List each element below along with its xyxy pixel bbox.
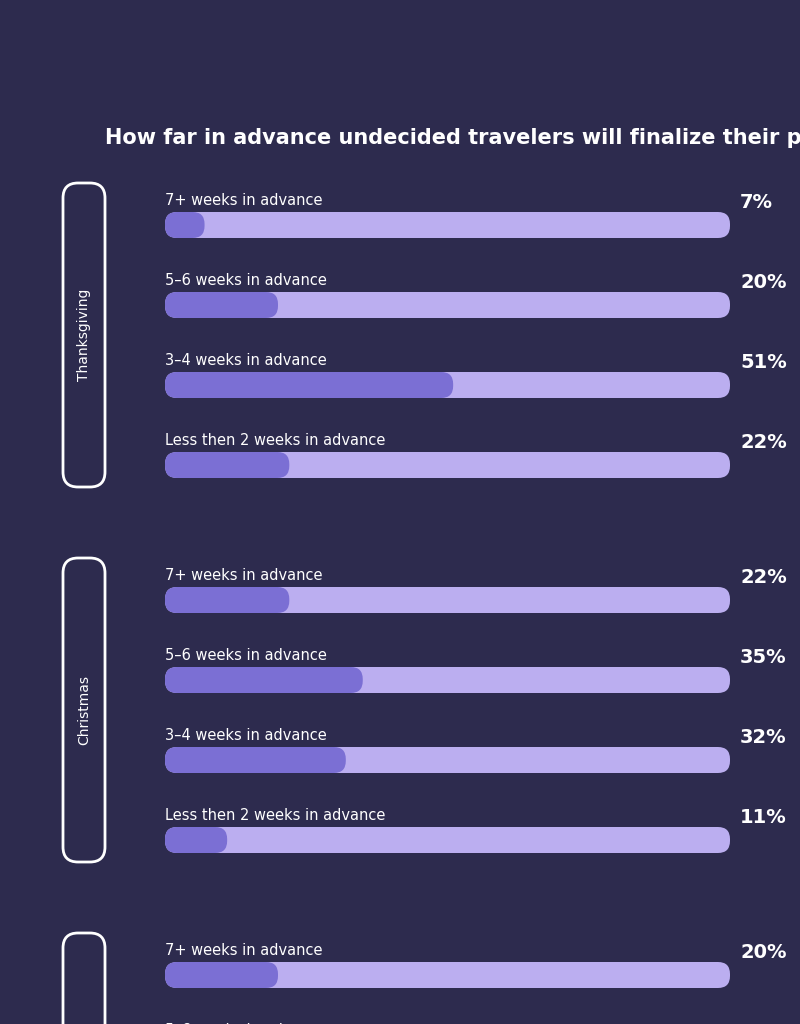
- FancyBboxPatch shape: [165, 452, 730, 478]
- Text: 3–4 weeks in advance: 3–4 weeks in advance: [165, 353, 326, 368]
- Text: 22%: 22%: [740, 568, 786, 587]
- Text: 3–4 weeks in advance: 3–4 weeks in advance: [165, 728, 326, 743]
- Text: Less then 2 weeks in advance: Less then 2 weeks in advance: [165, 808, 386, 823]
- FancyBboxPatch shape: [165, 587, 290, 613]
- FancyBboxPatch shape: [165, 827, 730, 853]
- Text: 11%: 11%: [740, 808, 786, 827]
- Text: How far in advance undecided travelers will finalize their plans: How far in advance undecided travelers w…: [105, 128, 800, 148]
- Text: 7+ weeks in advance: 7+ weeks in advance: [165, 943, 322, 958]
- FancyBboxPatch shape: [165, 452, 290, 478]
- FancyBboxPatch shape: [165, 746, 346, 773]
- FancyBboxPatch shape: [165, 962, 730, 988]
- FancyBboxPatch shape: [165, 827, 227, 853]
- Text: 35%: 35%: [740, 648, 786, 667]
- Text: 7+ weeks in advance: 7+ weeks in advance: [165, 193, 322, 208]
- Text: Christmas: Christmas: [77, 675, 91, 745]
- FancyBboxPatch shape: [165, 212, 205, 238]
- Text: 20%: 20%: [740, 273, 786, 292]
- FancyBboxPatch shape: [165, 372, 453, 398]
- FancyBboxPatch shape: [165, 292, 730, 318]
- Text: 20%: 20%: [740, 943, 786, 962]
- FancyBboxPatch shape: [165, 292, 278, 318]
- Text: 22%: 22%: [740, 433, 786, 452]
- Text: Thanksgiving: Thanksgiving: [77, 289, 91, 381]
- FancyBboxPatch shape: [165, 667, 362, 693]
- Text: 5–6 weeks in advance: 5–6 weeks in advance: [165, 273, 327, 288]
- FancyBboxPatch shape: [165, 587, 730, 613]
- FancyBboxPatch shape: [165, 667, 730, 693]
- FancyBboxPatch shape: [165, 212, 730, 238]
- FancyBboxPatch shape: [165, 372, 730, 398]
- Text: 7%: 7%: [740, 193, 773, 212]
- Text: 7+ weeks in advance: 7+ weeks in advance: [165, 568, 322, 583]
- Text: Less then 2 weeks in advance: Less then 2 weeks in advance: [165, 433, 386, 449]
- Text: 51%: 51%: [740, 353, 786, 372]
- Text: 5–6 weeks in advance: 5–6 weeks in advance: [165, 648, 327, 663]
- Text: 32%: 32%: [740, 728, 786, 746]
- FancyBboxPatch shape: [165, 746, 730, 773]
- FancyBboxPatch shape: [165, 962, 278, 988]
